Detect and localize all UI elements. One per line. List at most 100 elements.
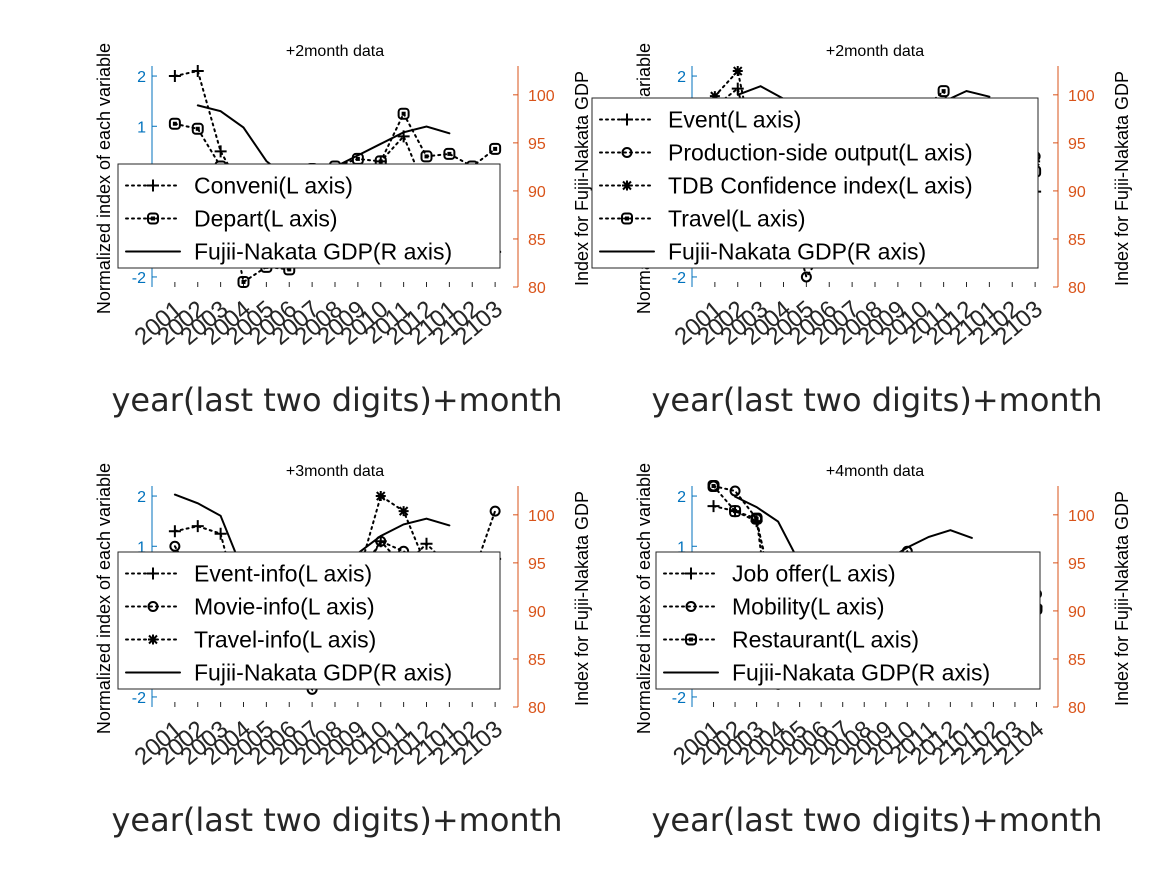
right-axis-tick-label: 85 — [1068, 652, 1086, 669]
right-axis-tick-label: 100 — [528, 508, 555, 525]
legend-marker — [685, 633, 697, 646]
right-axis-tick-label: 85 — [528, 232, 546, 249]
legend-label: Depart(L axis) — [194, 206, 338, 232]
right-axis-tick-label: 80 — [528, 280, 546, 297]
right-axis-title: Index for Fujii-Nakata GDP — [1112, 71, 1132, 286]
legend-label: Conveni(L axis) — [194, 173, 353, 199]
right-axis-tick-label: 95 — [1068, 136, 1086, 153]
right-axis-tick-label: 90 — [528, 604, 546, 621]
data-point — [168, 70, 181, 83]
legend-label: TDB Confidence index(L axis) — [668, 173, 973, 199]
legend-marker — [622, 180, 632, 191]
legend-marker — [621, 147, 633, 158]
legend-box — [655, 551, 1041, 690]
data-point — [397, 107, 410, 120]
legend-marker — [148, 634, 158, 645]
legend-marker — [147, 567, 159, 580]
right-axis-title: Index for Fujii-Nakata GDP — [1112, 491, 1132, 706]
data-point — [168, 117, 181, 130]
data-point — [443, 147, 456, 160]
right-axis-tick-label: 80 — [1068, 700, 1086, 717]
data-point — [237, 275, 250, 288]
legend-box — [117, 551, 501, 690]
right-axis-tick-label: 95 — [528, 136, 546, 153]
legend-label: Job offer(L axis) — [732, 561, 896, 587]
left-axis-tick-label: 2 — [137, 69, 146, 86]
legend-marker — [147, 179, 159, 192]
legend: Event-info(L axis) Movie-info(L axis) Trav… — [117, 551, 501, 690]
legend-label: Travel-info(L axis) — [194, 627, 376, 653]
data-point — [169, 540, 181, 552]
data-point — [707, 480, 720, 492]
left-axis-tick-label: 1 — [677, 539, 686, 556]
x-axis-title: year(last two digits)+month — [111, 801, 562, 839]
legend-box — [117, 163, 501, 269]
left-axis-tick-label: 2 — [677, 69, 686, 86]
left-axis-tick-label: -2 — [672, 690, 686, 707]
legend-label: Movie-info(L axis) — [194, 594, 375, 620]
right-axis-title: Index for Fujii-Nakata GDP — [572, 491, 592, 706]
legend-marker — [147, 601, 159, 612]
legend-marker — [147, 212, 159, 225]
legend-label: Fujii-Nakata GDP(R axis) — [194, 239, 452, 265]
left-axis-tick-label: -2 — [672, 270, 686, 287]
data-point — [168, 525, 181, 538]
chart-panel-2: +2month data-2-1012808590951002001200220… — [591, 43, 1132, 419]
left-axis-tick-label: 2 — [137, 489, 146, 506]
x-axis-title: year(last two digits)+month — [651, 381, 1102, 419]
chart-panel-4: +4month data-2-1012808590951002001200220… — [634, 463, 1132, 839]
data-point — [750, 512, 763, 525]
legend: Job offer(L axis) Mobility(L axis) Restaur… — [655, 551, 1041, 690]
left-axis-tick-label: -2 — [132, 270, 146, 287]
chart-title: +2month data — [826, 43, 924, 60]
legend-label: Fujii-Nakata GDP(R axis) — [194, 660, 452, 686]
right-axis-tick-label: 100 — [528, 88, 555, 105]
data-point — [707, 500, 720, 513]
legend-label: Production-side output(L axis) — [668, 140, 973, 166]
legend-marker — [685, 601, 697, 612]
right-axis-tick-label: 100 — [1068, 508, 1095, 525]
right-axis-tick-label: 95 — [528, 556, 546, 573]
legend-label: Fujii-Nakata GDP(R axis) — [732, 660, 990, 686]
legend-label: Mobility(L axis) — [732, 594, 885, 620]
legend-marker — [621, 113, 633, 126]
left-axis-tick-label: 1 — [137, 119, 146, 136]
legend-label: Restaurant(L axis) — [732, 627, 919, 653]
data-point — [709, 91, 720, 102]
data-point — [800, 271, 812, 283]
right-axis-tick-label: 90 — [1068, 184, 1086, 201]
right-axis-tick-label: 80 — [1068, 280, 1086, 297]
data-point — [398, 506, 409, 517]
left-axis-tick-label: 1 — [137, 539, 146, 556]
x-axis-title: year(last two digits)+month — [111, 381, 562, 419]
data-point — [191, 65, 204, 78]
chart-title: +2month data — [286, 43, 384, 60]
left-axis-title: Normalized index of each variable — [634, 463, 654, 734]
data-point — [729, 505, 742, 518]
right-axis-title: Index for Fujii-Nakata GDP — [572, 71, 592, 286]
data-point — [375, 491, 386, 502]
legend: Conveni(L axis) Depart(L axis) Fujii-Nakat… — [117, 163, 501, 269]
chart-panel-3: +3month data-2-1012808590951002001200220… — [94, 463, 592, 839]
chart-panel-1: +2month data-2-1012808590951002001200220… — [94, 43, 592, 419]
data-point — [489, 505, 501, 517]
left-axis-tick-label: 2 — [677, 489, 686, 506]
right-axis-tick-label: 85 — [528, 652, 546, 669]
left-axis-tick-label: -2 — [132, 690, 146, 707]
data-point — [732, 66, 743, 77]
data-point — [214, 527, 227, 540]
data-point — [489, 142, 502, 155]
data-point — [729, 485, 741, 497]
data-point — [420, 150, 433, 163]
legend-label: Event-info(L axis) — [194, 561, 372, 587]
legend-label: Fujii-Nakata GDP(R axis) — [668, 239, 926, 265]
chart-title: +3month data — [286, 463, 384, 480]
legend-marker — [685, 567, 697, 580]
legend-label: Event(L axis) — [668, 107, 801, 133]
right-axis-tick-label: 100 — [1068, 88, 1095, 105]
data-point — [191, 122, 204, 135]
right-axis-tick-label: 90 — [1068, 604, 1086, 621]
right-axis-tick-label: 80 — [528, 700, 546, 717]
